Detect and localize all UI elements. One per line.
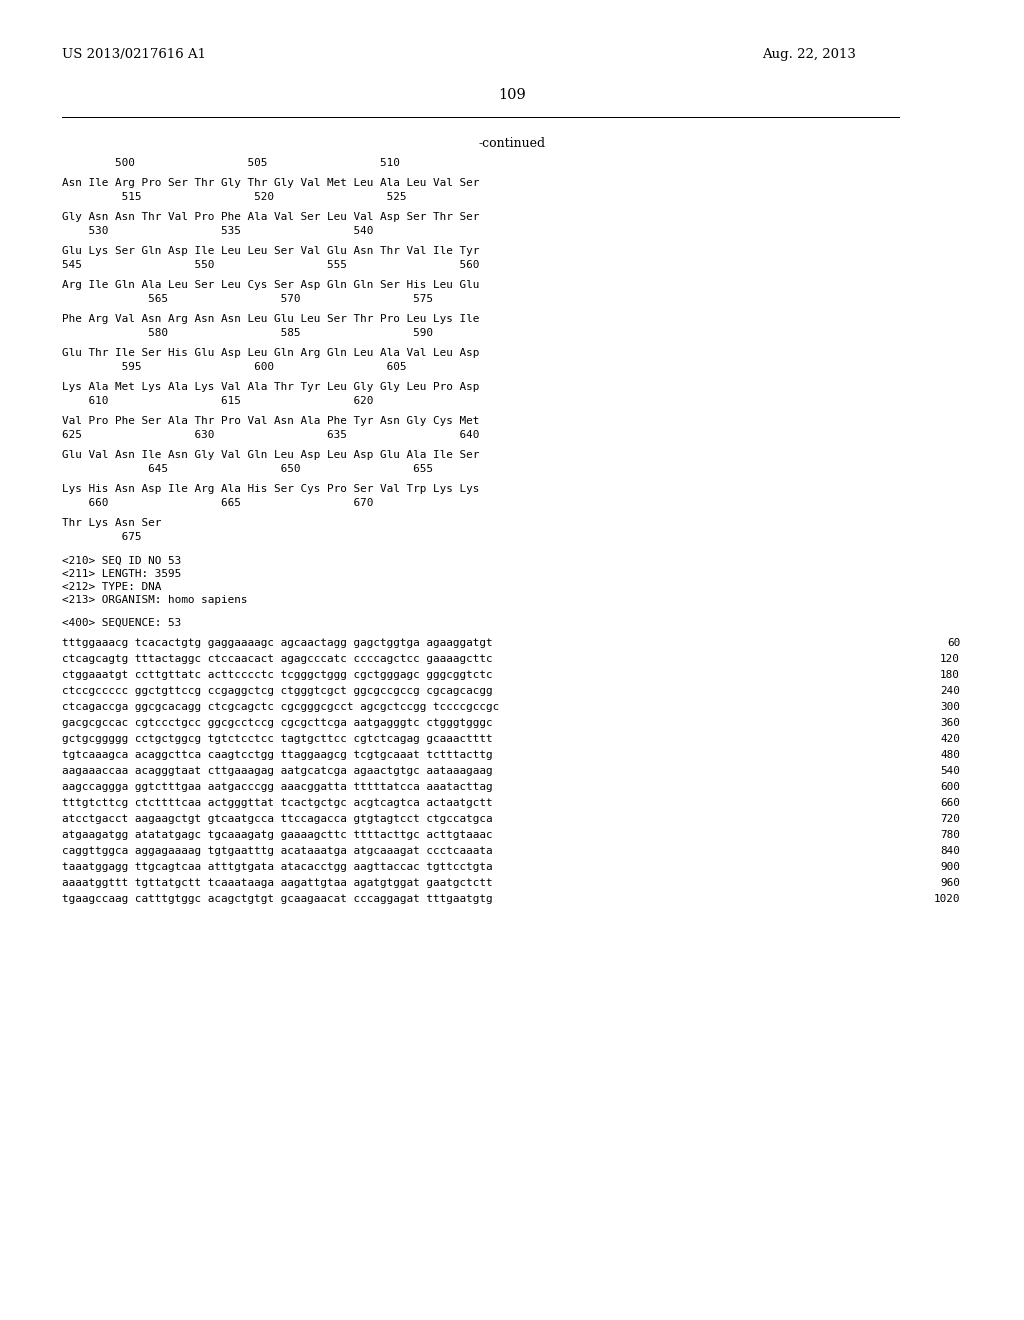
Text: Phe Arg Val Asn Arg Asn Asn Leu Glu Leu Ser Thr Pro Leu Lys Ile: Phe Arg Val Asn Arg Asn Asn Leu Glu Leu … bbox=[62, 314, 479, 323]
Text: <400> SEQUENCE: 53: <400> SEQUENCE: 53 bbox=[62, 618, 181, 628]
Text: Lys His Asn Asp Ile Arg Ala His Ser Cys Pro Ser Val Trp Lys Lys: Lys His Asn Asp Ile Arg Ala His Ser Cys … bbox=[62, 484, 479, 494]
Text: <213> ORGANISM: homo sapiens: <213> ORGANISM: homo sapiens bbox=[62, 595, 248, 605]
Text: 420: 420 bbox=[940, 734, 961, 744]
Text: Glu Val Asn Ile Asn Gly Val Gln Leu Asp Leu Asp Glu Ala Ile Ser: Glu Val Asn Ile Asn Gly Val Gln Leu Asp … bbox=[62, 450, 479, 459]
Text: gacgcgccac cgtccctgcc ggcgcctccg cgcgcttcga aatgagggtc ctgggtgggc: gacgcgccac cgtccctgcc ggcgcctccg cgcgctt… bbox=[62, 718, 493, 729]
Text: Gly Asn Asn Thr Val Pro Phe Ala Val Ser Leu Val Asp Ser Thr Ser: Gly Asn Asn Thr Val Pro Phe Ala Val Ser … bbox=[62, 213, 479, 222]
Text: 240: 240 bbox=[940, 686, 961, 696]
Text: ctggaaatgt ccttgttatc acttcccctc tcgggctggg cgctgggagc gggcggtctc: ctggaaatgt ccttgttatc acttcccctc tcgggct… bbox=[62, 671, 493, 680]
Text: 545                 550                 555                 560: 545 550 555 560 bbox=[62, 260, 479, 271]
Text: <210> SEQ ID NO 53: <210> SEQ ID NO 53 bbox=[62, 556, 181, 566]
Text: 780: 780 bbox=[940, 830, 961, 840]
Text: 480: 480 bbox=[940, 750, 961, 760]
Text: 300: 300 bbox=[940, 702, 961, 711]
Text: 109: 109 bbox=[498, 88, 526, 102]
Text: ctcagaccga ggcgcacagg ctcgcagctc cgcgggcgcct agcgctccgg tccccgccgc: ctcagaccga ggcgcacagg ctcgcagctc cgcgggc… bbox=[62, 702, 500, 711]
Text: Val Pro Phe Ser Ala Thr Pro Val Asn Ala Phe Tyr Asn Gly Cys Met: Val Pro Phe Ser Ala Thr Pro Val Asn Ala … bbox=[62, 416, 479, 426]
Text: 660: 660 bbox=[940, 799, 961, 808]
Text: Aug. 22, 2013: Aug. 22, 2013 bbox=[762, 48, 856, 61]
Text: atgaagatgg atatatgagc tgcaaagatg gaaaagcttc ttttacttgc acttgtaaac: atgaagatgg atatatgagc tgcaaagatg gaaaagc… bbox=[62, 830, 493, 840]
Text: 610                 615                 620: 610 615 620 bbox=[62, 396, 374, 407]
Text: tttggaaacg tcacactgtg gaggaaaagc agcaactagg gagctggtga agaaggatgt: tttggaaacg tcacactgtg gaggaaaagc agcaact… bbox=[62, 638, 493, 648]
Text: 580                 585                 590: 580 585 590 bbox=[62, 327, 433, 338]
Text: taaatggagg ttgcagtcaa atttgtgata atacacctgg aagttaccac tgttcctgta: taaatggagg ttgcagtcaa atttgtgata atacacc… bbox=[62, 862, 493, 873]
Text: ctccgccccc ggctgttccg ccgaggctcg ctgggtcgct ggcgccgccg cgcagcacgg: ctccgccccc ggctgttccg ccgaggctcg ctgggtc… bbox=[62, 686, 493, 696]
Text: tttgtcttcg ctcttttcaa actgggttat tcactgctgc acgtcagtca actaatgctt: tttgtcttcg ctcttttcaa actgggttat tcactgc… bbox=[62, 799, 493, 808]
Text: 595                 600                 605: 595 600 605 bbox=[62, 362, 407, 372]
Text: gctgcggggg cctgctggcg tgtctcctcc tagtgcttcc cgtctcagag gcaaactttt: gctgcggggg cctgctggcg tgtctcctcc tagtgct… bbox=[62, 734, 493, 744]
Text: 180: 180 bbox=[940, 671, 961, 680]
Text: atcctgacct aagaagctgt gtcaatgcca ttccagacca gtgtagtcct ctgccatgca: atcctgacct aagaagctgt gtcaatgcca ttccaga… bbox=[62, 814, 493, 824]
Text: 120: 120 bbox=[940, 653, 961, 664]
Text: 600: 600 bbox=[940, 781, 961, 792]
Text: Asn Ile Arg Pro Ser Thr Gly Thr Gly Val Met Leu Ala Leu Val Ser: Asn Ile Arg Pro Ser Thr Gly Thr Gly Val … bbox=[62, 178, 479, 187]
Text: US 2013/0217616 A1: US 2013/0217616 A1 bbox=[62, 48, 206, 61]
Text: Glu Lys Ser Gln Asp Ile Leu Leu Ser Val Glu Asn Thr Val Ile Tyr: Glu Lys Ser Gln Asp Ile Leu Leu Ser Val … bbox=[62, 246, 479, 256]
Text: 625                 630                 635                 640: 625 630 635 640 bbox=[62, 430, 479, 440]
Text: 530                 535                 540: 530 535 540 bbox=[62, 226, 374, 236]
Text: 900: 900 bbox=[940, 862, 961, 873]
Text: 360: 360 bbox=[940, 718, 961, 729]
Text: Glu Thr Ile Ser His Glu Asp Leu Gln Arg Gln Leu Ala Val Leu Asp: Glu Thr Ile Ser His Glu Asp Leu Gln Arg … bbox=[62, 348, 479, 358]
Text: aagccaggga ggtctttgaa aatgacccgg aaacggatta tttttatcca aaatacttag: aagccaggga ggtctttgaa aatgacccgg aaacgga… bbox=[62, 781, 493, 792]
Text: 60: 60 bbox=[947, 638, 961, 648]
Text: 675: 675 bbox=[62, 532, 141, 543]
Text: aaaatggttt tgttatgctt tcaaataaga aagattgtaa agatgtggat gaatgctctt: aaaatggttt tgttatgctt tcaaataaga aagattg… bbox=[62, 878, 493, 888]
Text: tgtcaaagca acaggcttca caagtcctgg ttaggaagcg tcgtgcaaat tctttacttg: tgtcaaagca acaggcttca caagtcctgg ttaggaa… bbox=[62, 750, 493, 760]
Text: <211> LENGTH: 3595: <211> LENGTH: 3595 bbox=[62, 569, 181, 579]
Text: 720: 720 bbox=[940, 814, 961, 824]
Text: -continued: -continued bbox=[478, 137, 546, 150]
Text: 565                 570                 575: 565 570 575 bbox=[62, 294, 433, 304]
Text: Arg Ile Gln Ala Leu Ser Leu Cys Ser Asp Gln Gln Ser His Leu Glu: Arg Ile Gln Ala Leu Ser Leu Cys Ser Asp … bbox=[62, 280, 479, 290]
Text: 515                 520                 525: 515 520 525 bbox=[62, 191, 407, 202]
Text: caggttggca aggagaaaag tgtgaatttg acataaatga atgcaaagat ccctcaaata: caggttggca aggagaaaag tgtgaatttg acataaa… bbox=[62, 846, 493, 855]
Text: 1020: 1020 bbox=[934, 894, 961, 904]
Text: <212> TYPE: DNA: <212> TYPE: DNA bbox=[62, 582, 162, 591]
Text: tgaagccaag catttgtggc acagctgtgt gcaagaacat cccaggagat tttgaatgtg: tgaagccaag catttgtggc acagctgtgt gcaagaa… bbox=[62, 894, 493, 904]
Text: Thr Lys Asn Ser: Thr Lys Asn Ser bbox=[62, 517, 162, 528]
Text: 840: 840 bbox=[940, 846, 961, 855]
Text: 500                 505                 510: 500 505 510 bbox=[62, 158, 400, 168]
Text: 645                 650                 655: 645 650 655 bbox=[62, 465, 433, 474]
Text: 960: 960 bbox=[940, 878, 961, 888]
Text: 540: 540 bbox=[940, 766, 961, 776]
Text: aagaaaccaa acagggtaat cttgaaagag aatgcatcga agaactgtgc aataaagaag: aagaaaccaa acagggtaat cttgaaagag aatgcat… bbox=[62, 766, 493, 776]
Text: Lys Ala Met Lys Ala Lys Val Ala Thr Tyr Leu Gly Gly Leu Pro Asp: Lys Ala Met Lys Ala Lys Val Ala Thr Tyr … bbox=[62, 381, 479, 392]
Text: 660                 665                 670: 660 665 670 bbox=[62, 498, 374, 508]
Text: ctcagcagtg tttactaggc ctccaacact agagcccatc ccccagctcc gaaaagcttc: ctcagcagtg tttactaggc ctccaacact agagccc… bbox=[62, 653, 493, 664]
